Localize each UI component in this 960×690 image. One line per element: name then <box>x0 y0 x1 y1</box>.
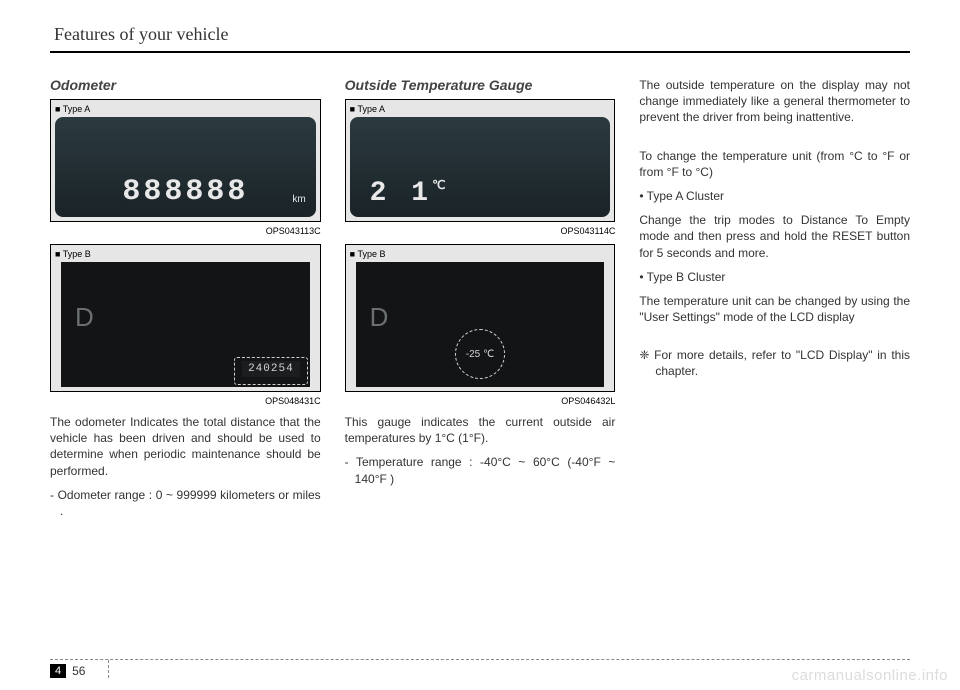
temp-unit: ℃ <box>432 179 445 193</box>
body-paragraph: - Temperature range : -40°C ~ 60°C (-40°… <box>345 454 616 486</box>
temperature-figure-a: ■ Type A 2 1℃ <box>345 99 616 222</box>
figure-label: ■ Type A <box>350 104 611 114</box>
figure-label: ■ Type B <box>55 249 316 259</box>
odometer-title: Odometer <box>50 77 321 93</box>
temperature-value: 2 1℃ <box>370 178 446 209</box>
column-1: Odometer ■ Type A 888888 km OPS043113C ■… <box>50 77 321 527</box>
odometer-figure-a: ■ Type A 888888 km <box>50 99 321 222</box>
figure-label: ■ Type B <box>350 249 611 259</box>
page-header-title: Features of your vehicle <box>50 24 910 45</box>
image-id: OPS046432L <box>345 396 616 406</box>
highlight-circle: -25 ℃ <box>455 329 505 379</box>
footer-rule <box>50 659 910 660</box>
footer-page-numbers: 4 56 <box>50 664 910 678</box>
footer-side-dash <box>108 660 109 678</box>
column-3: The outside temperature on the display m… <box>639 77 910 527</box>
footer-section-number: 4 <box>50 664 66 678</box>
lcd-display-a: 2 1℃ <box>350 117 611 217</box>
gear-indicator: D <box>370 302 389 333</box>
temp-digits: 2 1 <box>370 178 432 209</box>
watermark: carmanualsonline.info <box>792 667 948 684</box>
image-id: OPS043114C <box>345 226 616 236</box>
body-paragraph: To change the temperature unit (from °C … <box>639 148 910 180</box>
spacer <box>639 134 910 148</box>
odometer-digits: 888888 <box>55 175 316 209</box>
content-columns: Odometer ■ Type A 888888 km OPS043113C ■… <box>50 77 910 527</box>
odometer-figure-b: ■ Type B D 240254 <box>50 244 321 392</box>
spacer <box>639 333 910 347</box>
body-paragraph: - Odometer range : 0 ~ 999999 kilometers… <box>50 487 321 519</box>
body-bullet: • Type A Cluster <box>639 188 910 204</box>
body-paragraph: The outside temperature on the display m… <box>639 77 910 126</box>
page-footer: 4 56 <box>50 659 910 678</box>
gear-indicator: D <box>75 302 94 333</box>
highlight-box <box>234 357 308 385</box>
temperature-value-b: -25 ℃ <box>466 349 494 360</box>
odometer-unit: km <box>292 194 305 205</box>
body-bullet: • Type B Cluster <box>639 269 910 285</box>
temperature-title: Outside Temperature Gauge <box>345 77 616 93</box>
image-id: OPS043113C <box>50 226 321 236</box>
column-2: Outside Temperature Gauge ■ Type A 2 1℃ … <box>345 77 616 527</box>
footer-page-number: 56 <box>72 664 85 678</box>
body-paragraph: This gauge indicates the current outside… <box>345 414 616 446</box>
header-rule <box>50 51 910 53</box>
body-paragraph: The temperature unit can be changed by u… <box>639 293 910 325</box>
image-id: OPS048431C <box>50 396 321 406</box>
body-paragraph: The odometer Indicates the total distanc… <box>50 414 321 479</box>
figure-label: ■ Type A <box>55 104 316 114</box>
lcd-display-a: 888888 km <box>55 117 316 217</box>
body-paragraph: Change the trip modes to Distance To Emp… <box>639 212 910 261</box>
lcd-display-b: D 240254 <box>61 262 310 387</box>
body-note: ❈ For more details, refer to "LCD Displa… <box>639 347 910 379</box>
lcd-display-b: D -25 ℃ <box>356 262 605 387</box>
temperature-figure-b: ■ Type B D -25 ℃ <box>345 244 616 392</box>
